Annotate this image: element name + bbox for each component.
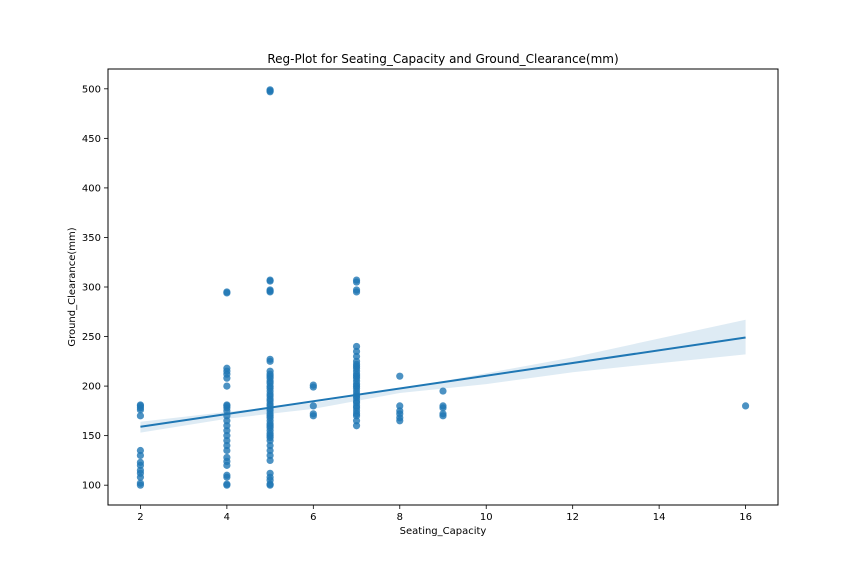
y-tick-label: 200 (82, 382, 101, 393)
x-tick-label: 4 (224, 512, 230, 523)
y-tick-label: 100 (82, 481, 101, 492)
chart-title: Reg-Plot for Seating_Capacity and Ground… (267, 52, 618, 66)
scatter-point (352, 352, 361, 360)
scatter-point (266, 446, 274, 455)
scatter-point (352, 347, 361, 356)
scatter-point (223, 382, 231, 390)
scatter-point (266, 451, 274, 460)
scatter-point (309, 410, 317, 418)
scatter-point (223, 436, 231, 445)
scatter-point (266, 355, 274, 363)
scatter-point (352, 422, 361, 430)
scatter-point (439, 410, 447, 418)
x-tick-label: 6 (310, 512, 316, 523)
scatter-point (396, 372, 404, 380)
scatter-point (266, 441, 274, 450)
y-tick-label: 400 (82, 183, 101, 194)
x-axis-label: Seating_Capacity (400, 526, 487, 537)
scatter-point (223, 401, 231, 409)
scatter-point (223, 422, 231, 430)
x-tick-label: 10 (480, 512, 493, 523)
x-tick-label: 12 (566, 512, 579, 523)
scatter-point (223, 441, 231, 450)
scatter-point (223, 432, 231, 440)
y-tick-label: 150 (82, 431, 101, 442)
scatter-point (136, 479, 145, 487)
scatter-point (266, 276, 274, 284)
confidence-band (140, 319, 746, 433)
y-tick-label: 450 (82, 134, 101, 145)
scatter-point (223, 364, 231, 372)
scatter-point (266, 469, 274, 477)
plot-area-frame (107, 68, 779, 506)
scatter-point (266, 367, 274, 375)
y-axis: 100 150 200 250 300 350 400 450 500 (82, 84, 108, 492)
y-axis-label: Ground_Clearance(mm) (67, 227, 78, 346)
scatter-point (396, 402, 404, 410)
scatter-point (309, 381, 317, 389)
scatter-point (266, 86, 274, 94)
scatter-point (136, 451, 145, 460)
scatter-point (136, 412, 145, 420)
scatter-point (352, 276, 361, 284)
scatter-point (136, 458, 145, 466)
scatter-point (223, 453, 231, 462)
scatter-point (223, 417, 231, 425)
scatter-point (136, 446, 145, 455)
scatter-point (223, 288, 231, 296)
scatter-point (439, 402, 447, 410)
scatter-point (136, 466, 145, 474)
scatter-point (352, 342, 361, 351)
scatter-point (266, 286, 274, 294)
scatter-point (352, 357, 361, 365)
x-tick-label: 16 (739, 512, 752, 523)
y-tick-label: 300 (82, 283, 101, 294)
y-tick-label: 350 (82, 233, 101, 244)
regression-line (140, 336, 746, 428)
confidence-band-layer (140, 319, 746, 433)
scatter-point (352, 417, 361, 425)
x-tick-label: 14 (653, 512, 666, 523)
x-tick-label: 8 (397, 512, 403, 523)
scatter-point (439, 387, 447, 395)
scatter-point (136, 401, 145, 409)
y-tick-label: 500 (82, 84, 101, 95)
y-tick-label: 250 (82, 332, 101, 343)
scatter-point (223, 427, 231, 435)
scatter-point (352, 286, 361, 294)
scatter-point (309, 402, 317, 410)
scatter-point (741, 402, 750, 410)
x-tick-label: 2 (137, 512, 143, 523)
scatter-point (223, 446, 231, 455)
scatter-point (223, 480, 231, 488)
scatter-points-layer (136, 86, 750, 489)
regression-line-layer (140, 336, 746, 428)
scatter-point (223, 471, 231, 479)
scatter-point (266, 456, 274, 465)
scatter-point (396, 407, 404, 415)
x-axis: 2 4 6 8 10 12 14 16 (137, 505, 752, 523)
